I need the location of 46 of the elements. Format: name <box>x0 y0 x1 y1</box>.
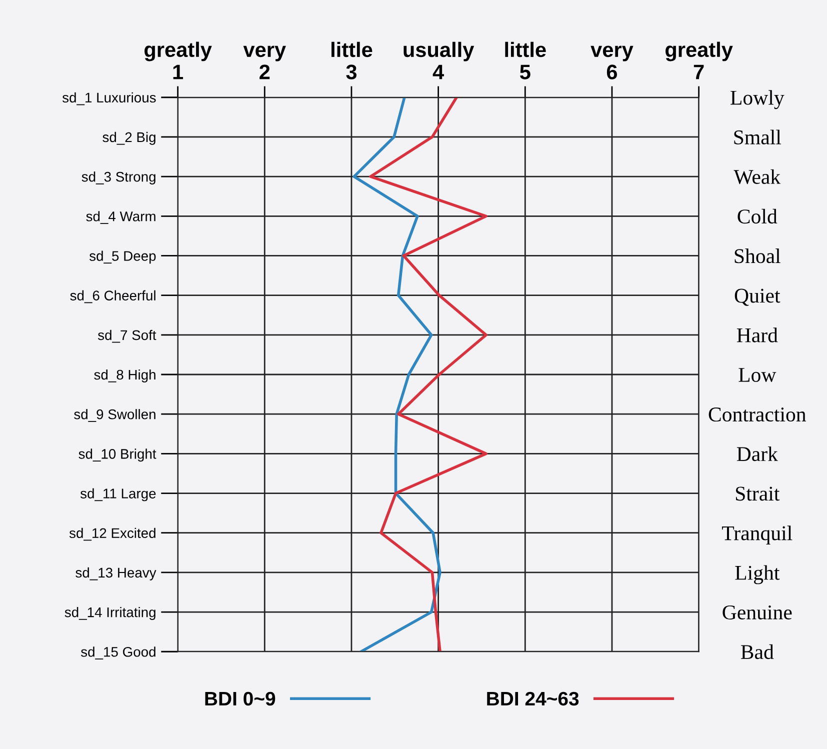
x-tick-label: 4 <box>432 64 444 80</box>
y2-tick-label: Cold <box>738 208 778 224</box>
text: greatly <box>666 42 733 62</box>
y-tick-label: sd_3 Strong <box>82 172 156 184</box>
y2-tick-label: Strait <box>736 486 780 501</box>
x-tick-label: 3 <box>346 64 357 80</box>
x-tick-label: 7 <box>694 64 704 80</box>
y-tick-label: sd_1 Luxurious <box>62 92 156 106</box>
y2-tick-label: Lowly <box>730 90 784 110</box>
y2-tick-label: Small <box>734 130 782 144</box>
text: very <box>243 46 286 62</box>
y2-tick-label: Low <box>738 368 776 382</box>
text: little <box>505 42 546 58</box>
x-tick-label: 5 <box>520 64 530 80</box>
text: little <box>332 42 372 58</box>
y-tick-label: sd_7 Soft <box>98 330 156 343</box>
y2-tick-label: Hard <box>736 328 778 342</box>
y2-tick-label: Genuine <box>722 605 792 620</box>
y2-tick-label: Quiet <box>734 288 780 306</box>
y-tick-label: sd_2 Big <box>102 132 156 145</box>
y2-tick-label: Light <box>735 565 780 584</box>
legend-label: BDI 0~9 <box>205 692 276 706</box>
y-tick-label: sd_13 Heavy <box>76 567 156 580</box>
y-tick-label: sd_15 Good <box>80 646 156 660</box>
y-tick-label: sd_14 Irritating <box>64 607 156 620</box>
y-tick-label: sd_11 Large <box>80 488 156 502</box>
y2-tick-label: Bad <box>740 644 774 660</box>
text: usually <box>404 42 474 62</box>
y-tick-label: sd_9 Swollen <box>74 409 156 422</box>
text: greatly <box>144 42 212 62</box>
y-tick-label: sd_8 High <box>94 369 156 382</box>
y2-tick-label: Dark <box>736 446 778 462</box>
y-tick-label: sd_4 Warm <box>86 211 156 224</box>
y-tick-label: sd_12 Excited <box>69 528 156 541</box>
y2-tick-label: Weak <box>734 169 781 184</box>
y-tick-label: sd_10 Bright <box>78 448 156 462</box>
text: very <box>590 46 634 62</box>
y2-tick-label: Shoal <box>734 248 780 264</box>
legend-label: BDI 24~63 <box>487 692 579 706</box>
x-tick-label: 6 <box>606 64 618 80</box>
x-tick-label: 2 <box>260 64 270 80</box>
x-tick-label: 1 <box>173 64 184 80</box>
y2-tick-label: Tranquil <box>722 526 792 545</box>
y2-tick-label: Contraction <box>708 408 806 422</box>
y-tick-label: sd_6 Cheerful <box>70 290 156 304</box>
y-tick-label: sd_5 Deep <box>89 250 156 264</box>
